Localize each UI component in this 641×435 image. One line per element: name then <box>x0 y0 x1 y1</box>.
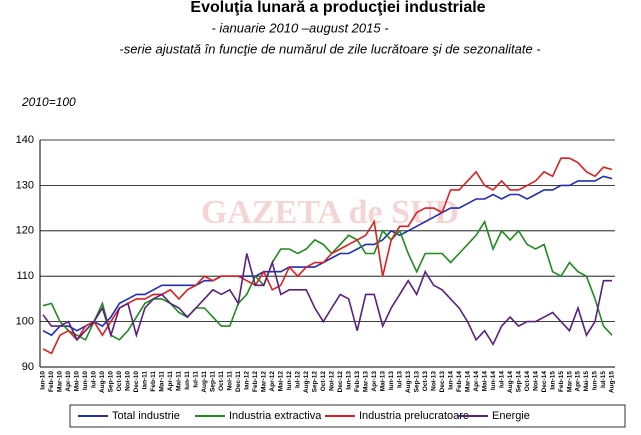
x-tick-label: Ian-13 <box>345 371 352 390</box>
x-tick-label: Sep-12 <box>311 371 318 393</box>
series-line <box>42 157 613 355</box>
x-tick-label: Iun-11 <box>184 371 191 390</box>
y-tick-label: 120 <box>16 225 34 237</box>
x-tick-label: Noi-13 <box>430 371 437 391</box>
x-tick-label: Feb-12 <box>252 371 259 392</box>
x-tick-label: Mai-14 <box>481 371 488 392</box>
x-tick-label: Mar-15 <box>566 371 573 392</box>
y-tick-label: 130 <box>16 179 34 191</box>
x-tick-label: Mar-11 <box>159 371 166 392</box>
x-tick-label: Noi-12 <box>328 371 335 391</box>
x-tick-label: Aug-14 <box>507 371 514 393</box>
x-tick-label: Apr-14 <box>473 371 480 392</box>
x-tick-label: Mai-11 <box>176 371 183 391</box>
chart-subtitle: - ianuarie 2010 –august 2015 - <box>211 20 389 35</box>
x-tick-label: Aug-11 <box>201 371 208 393</box>
x-tick-label: Oct-13 <box>422 371 429 392</box>
x-tick-label: Noi-10 <box>125 371 132 391</box>
x-tick-label: Oct-11 <box>218 371 225 391</box>
series-line <box>42 253 612 346</box>
x-tick-label: Ian-12 <box>244 371 251 390</box>
x-tick-label: Mai-12 <box>278 371 285 392</box>
x-tick-label: Sep-11 <box>210 371 217 392</box>
x-tick-label: Apr-15 <box>575 371 582 392</box>
x-tick-label: Noi-14 <box>532 371 539 391</box>
x-tick-label: Sep-10 <box>108 371 115 393</box>
x-tick-label: Mai-13 <box>379 371 386 392</box>
x-tick-label: Sep-13 <box>413 371 420 393</box>
x-tick-label: Iul-11 <box>193 371 200 388</box>
x-tick-label: Feb-15 <box>558 371 565 392</box>
x-tick-label: Mar-13 <box>362 371 369 392</box>
x-tick-label: Feb-11 <box>150 371 157 392</box>
x-tick-label: Feb-10 <box>48 371 55 392</box>
x-tick-label: Sep-14 <box>515 371 522 393</box>
x-tick-label: Aug-13 <box>405 371 412 393</box>
x-tick-label: Ian-14 <box>447 371 454 390</box>
y-axis-label: 2010=100 <box>21 95 76 109</box>
x-tick-label: Dec-12 <box>337 371 344 393</box>
x-tick-label: Apr-10 <box>65 371 72 392</box>
x-tick-label: Mai-15 <box>583 371 590 392</box>
x-tick-label: Noi-11 <box>227 371 234 391</box>
legend-label: Total industrie <box>112 410 180 422</box>
x-tick-label: Iul-12 <box>294 371 301 388</box>
x-tick-label: Mar-10 <box>57 371 64 392</box>
chart-note: -serie ajustată în funcţie de numărul de… <box>119 41 541 56</box>
x-tick-label: Mar-12 <box>261 371 268 392</box>
x-tick-label: Iun-10 <box>82 371 89 391</box>
x-tick-label: Apr-13 <box>371 371 378 392</box>
chart-title: Evoluţia lunară a producţiei industriale <box>190 0 485 16</box>
x-tick-label: Ian-10 <box>40 371 47 390</box>
y-tick-label: 110 <box>16 270 34 282</box>
x-tick-label: Ian-11 <box>142 371 149 390</box>
x-tick-label: Iun-12 <box>286 371 293 391</box>
x-tick-label: Ian-15 <box>549 371 556 390</box>
x-tick-label: Iul-15 <box>600 371 607 388</box>
x-tick-label: Feb-13 <box>354 371 361 392</box>
legend-box <box>69 404 626 428</box>
y-tick-label: 90 <box>22 361 34 373</box>
x-tick-label: Aug-12 <box>303 371 310 393</box>
x-tick-label: Aug-15 <box>609 371 616 393</box>
x-tick-label: Dec-10 <box>133 371 140 393</box>
x-tick-label: Iul-14 <box>498 371 505 388</box>
x-tick-label: Apr-11 <box>167 371 174 392</box>
x-tick-label: Feb-14 <box>456 371 463 392</box>
x-tick-label: Oct-10 <box>116 371 123 392</box>
x-tick-label: Mai-10 <box>74 371 81 392</box>
x-tick-label: Apr-12 <box>269 371 276 392</box>
watermark: GAZETA de SUD <box>201 194 459 231</box>
x-tick-label: Iul-13 <box>396 371 403 388</box>
x-tick-label: Iun-14 <box>490 371 497 391</box>
series-line <box>42 175 613 337</box>
x-tick-label: Dec-13 <box>439 371 446 393</box>
x-tick-label: Iul-10 <box>91 371 98 388</box>
x-tick-label: Dec-14 <box>541 371 548 393</box>
y-tick-label: 140 <box>16 134 34 146</box>
y-tick-label: 100 <box>16 316 34 328</box>
series-line <box>42 219 613 341</box>
x-tick-label: Oct-12 <box>320 371 327 392</box>
legend-label: Industria extractiva <box>229 410 322 422</box>
x-tick-label: Iun-15 <box>592 371 599 391</box>
x-tick-label: Oct-14 <box>524 371 531 392</box>
legend-label: Industria prelucratoare <box>359 410 469 422</box>
x-tick-label: Iun-13 <box>388 371 395 391</box>
x-tick-label: Dec-11 <box>235 371 242 392</box>
x-tick-label: Mar-14 <box>464 371 471 392</box>
legend-label: Energie <box>492 410 530 422</box>
x-tick-label: Aug-10 <box>99 371 106 393</box>
